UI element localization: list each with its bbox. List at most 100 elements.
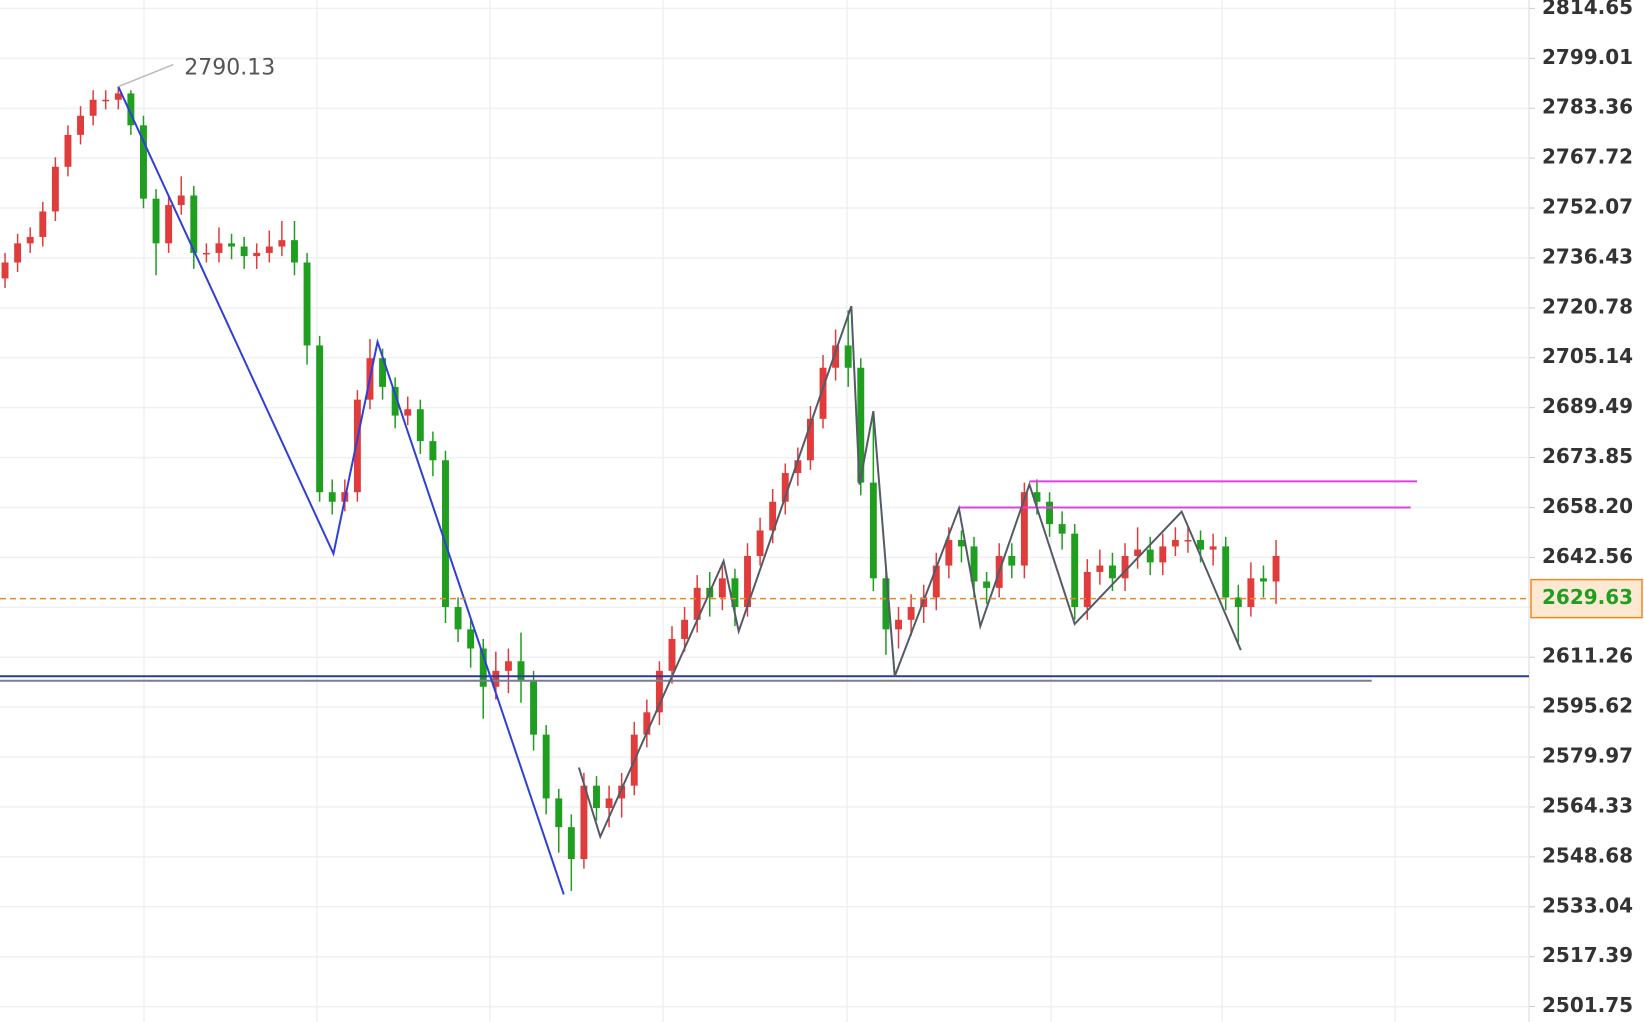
candle-body: [957, 540, 965, 547]
candle-body: [882, 578, 890, 630]
candle-body: [429, 441, 437, 461]
candle-body: [681, 619, 689, 639]
candle-body: [1171, 540, 1179, 547]
y-tick-label: 2814.65: [1542, 0, 1633, 19]
candle-body: [1146, 549, 1154, 563]
candle-body: [1247, 578, 1255, 608]
candle-body: [114, 93, 122, 100]
candle-body: [806, 418, 814, 461]
candle-body: [177, 195, 185, 206]
candle-body: [77, 115, 85, 135]
candle-body: [1121, 555, 1129, 579]
candle-body: [228, 243, 236, 247]
y-tick-label: 2767.72: [1542, 145, 1633, 169]
candle-body: [769, 501, 777, 531]
candle-body: [1222, 546, 1230, 598]
y-tick-label: 2501.75: [1542, 993, 1633, 1017]
candle-body: [731, 578, 739, 608]
candle-body: [744, 555, 751, 608]
annotation-leader: [118, 63, 174, 88]
y-tick-label: 2783.36: [1542, 95, 1633, 119]
y-tick-label: 2689.49: [1542, 394, 1633, 418]
last-price-label: 2629.63: [1542, 585, 1633, 609]
candle-body: [265, 246, 273, 253]
candle-body: [832, 345, 840, 368]
zigzag-line: [577, 305, 1242, 840]
candle-body: [291, 240, 298, 263]
candle-body: [844, 345, 852, 368]
candle-body: [618, 785, 626, 799]
candle-body: [1071, 533, 1079, 608]
candle-body: [240, 246, 248, 257]
candle-body: [1020, 492, 1028, 566]
candle-body: [165, 205, 173, 244]
candle-body: [467, 629, 475, 649]
candle-body: [303, 262, 311, 346]
candle-body: [517, 661, 525, 681]
candle-body: [1184, 540, 1192, 542]
candle-body: [51, 166, 59, 212]
candle-body: [895, 619, 902, 630]
candle-body: [353, 399, 361, 493]
candle-body: [756, 530, 764, 556]
candle-body: [693, 587, 701, 620]
candle-body: [857, 367, 865, 483]
candle-body: [555, 798, 563, 828]
candle-body: [1058, 524, 1066, 534]
y-tick-label: 2595.62: [1542, 694, 1633, 718]
candle-body: [1046, 501, 1053, 525]
y-tick-label: 2736.43: [1542, 244, 1633, 268]
candle-body: [442, 460, 449, 608]
candle-body: [416, 409, 424, 442]
candle-body: [504, 661, 512, 671]
candle-body: [932, 565, 940, 598]
candle-body: [64, 134, 72, 167]
candle-body: [1033, 492, 1041, 502]
candle-body: [593, 785, 600, 809]
y-tick-label: 2533.04: [1542, 893, 1633, 917]
y-tick-label: 2752.07: [1542, 195, 1633, 219]
candle-body: [1272, 555, 1280, 582]
candle-body: [14, 243, 22, 263]
y-tick-label: 2611.26: [1542, 644, 1633, 668]
candle-body: [328, 492, 336, 502]
candle-body: [643, 712, 651, 735]
last-price-box: [1530, 578, 1643, 619]
candle-body: [1008, 555, 1016, 566]
candle-body: [1, 262, 9, 279]
candle-body: [140, 125, 147, 199]
candle-body: [668, 638, 676, 671]
candle-body: [542, 734, 550, 799]
y-tick-label: 2799.01: [1542, 45, 1633, 69]
candle-body: [530, 680, 538, 735]
candle-body: [945, 540, 953, 566]
candle-body: [655, 670, 663, 713]
candle-body: [718, 578, 726, 598]
y-tick-label: 2658.20: [1542, 494, 1633, 518]
candle-body: [1108, 565, 1116, 579]
y-tick-label: 2705.14: [1542, 344, 1633, 368]
candle-body: [567, 827, 575, 860]
y-tick-label: 2642.56: [1542, 544, 1633, 568]
candle-body: [404, 409, 412, 416]
candle-body: [454, 607, 462, 630]
candle-body: [781, 473, 789, 502]
candle-body: [1083, 571, 1091, 608]
y-tick-label: 2548.68: [1542, 843, 1633, 867]
candle-body: [102, 99, 110, 102]
candle-body: [819, 367, 827, 419]
candle-body: [580, 785, 588, 860]
candle-body: [316, 345, 324, 493]
candle-body: [1096, 565, 1104, 572]
candle-body: [970, 546, 978, 582]
candle-body: [983, 581, 991, 588]
candle-body: [1260, 578, 1267, 582]
candle-body: [379, 358, 387, 387]
y-tick-label: 2517.39: [1542, 943, 1633, 967]
candle-body: [152, 198, 160, 244]
zigzag-line: [117, 86, 565, 895]
candle-body: [202, 252, 210, 255]
